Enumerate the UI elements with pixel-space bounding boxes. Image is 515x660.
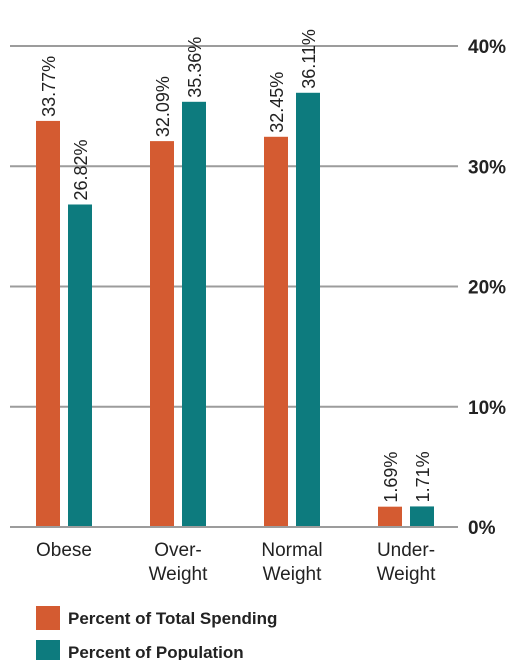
legend-swatch-series1	[36, 640, 60, 660]
legend: Percent of Total Spending Percent of Popu…	[36, 606, 277, 660]
data-label: 32.45%	[267, 72, 287, 133]
data-label: 32.09%	[153, 76, 173, 137]
data-labels: 33.77% 32.09% 32.45% 1.69% 26.82% 35.36% 36.11…	[39, 29, 433, 503]
y-axis-tick-labels: 0% 10% 20% 30% 40%	[468, 37, 506, 539]
bar-series1-cat2	[296, 92, 320, 527]
bar-series0-cat0	[36, 120, 60, 528]
bar-series0-cat3	[378, 506, 402, 527]
bar-series0-cat1	[150, 141, 174, 528]
bar-series1-cat1	[182, 101, 206, 528]
x-tick-label: Obese	[36, 540, 92, 561]
x-tick-label: Under-	[377, 540, 435, 561]
y-tick-label: 10%	[468, 398, 506, 419]
x-tick-label: Weight	[377, 564, 437, 585]
y-tick-label: 30%	[468, 157, 506, 178]
bars	[36, 92, 434, 528]
legend-label-series1: Percent of Population	[68, 643, 244, 660]
y-tick-label: 20%	[468, 278, 506, 299]
data-label: 26.82%	[71, 139, 91, 200]
y-tick-label: 0%	[468, 518, 496, 539]
x-tick-label: Weight	[263, 564, 323, 585]
legend-swatch-series0	[36, 606, 60, 630]
x-tick-label: Normal	[261, 540, 322, 561]
x-axis-tick-labels: Obese Over- Weight Normal Weight Under- Weight	[36, 540, 436, 585]
data-label: 33.77%	[39, 56, 59, 117]
bar-series0-cat2	[264, 136, 288, 527]
legend-label-series0: Percent of Total Spending	[68, 609, 277, 628]
bar-series1-cat0	[68, 204, 92, 527]
data-label: 1.69%	[381, 452, 401, 503]
data-label: 35.36%	[185, 37, 205, 98]
x-tick-label: Over-	[154, 540, 202, 561]
data-label: 1.71%	[413, 451, 433, 502]
bar-series1-cat3	[410, 506, 434, 527]
data-label: 36.11%	[299, 29, 319, 89]
x-tick-label: Weight	[149, 564, 209, 585]
y-tick-label: 40%	[468, 37, 506, 58]
